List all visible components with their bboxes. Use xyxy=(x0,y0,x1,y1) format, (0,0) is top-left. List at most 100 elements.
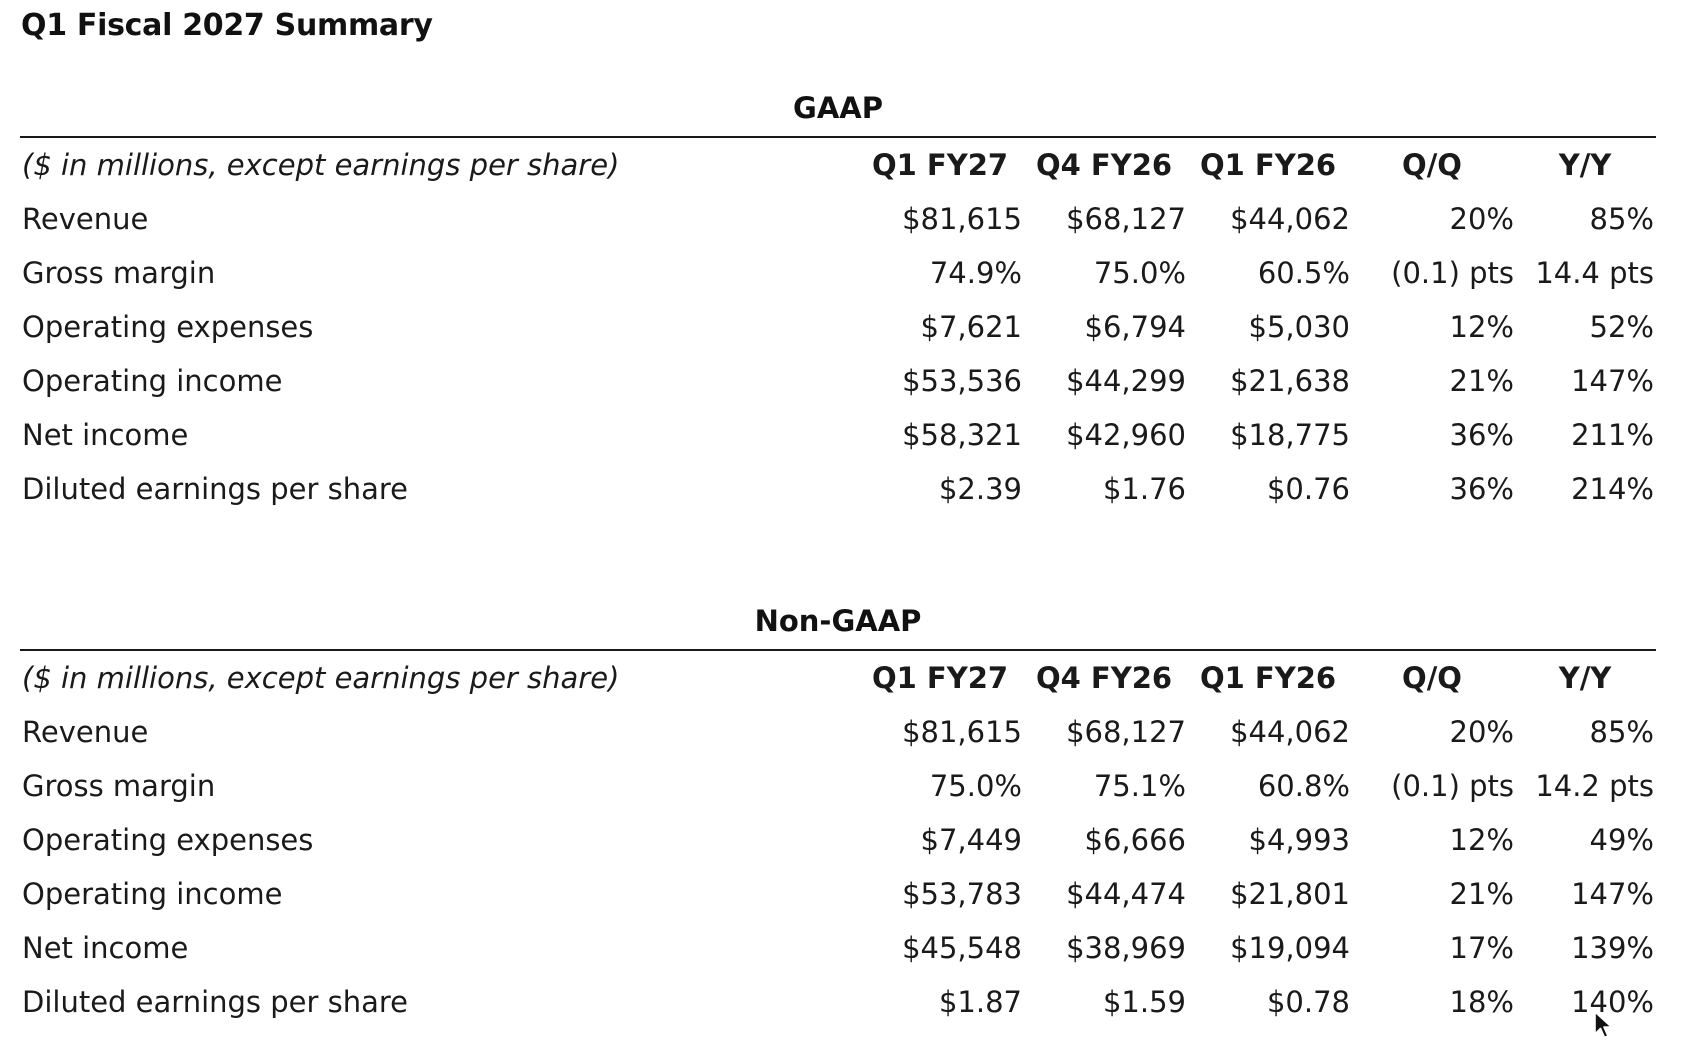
cell-q1-fy26: $0.76 xyxy=(1266,472,1350,506)
table-row: Net income $45,548 $38,969 $19,094 17% 1… xyxy=(20,921,1656,975)
cell-q4-fy26: 75.0% xyxy=(1093,256,1186,290)
column-header-q4-fy26: Q4 FY26 xyxy=(1035,148,1173,182)
cell-q1-fy26: $19,094 xyxy=(1230,931,1350,965)
cell-q4-fy26: $44,299 xyxy=(1066,364,1186,398)
table-row: Operating income $53,783 $44,474 $21,801… xyxy=(20,867,1656,921)
cell-yy: 147% xyxy=(1571,364,1654,398)
cell-q4-fy26: $1.76 xyxy=(1102,472,1186,506)
table-row: Operating income $53,536 $44,299 $21,638… xyxy=(20,354,1656,408)
column-header-q1-fy26: Q1 FY26 xyxy=(1199,148,1337,182)
row-label: Net income xyxy=(22,418,189,452)
cell-qq: 21% xyxy=(1449,364,1514,398)
cell-q4-fy26: $1.59 xyxy=(1102,985,1186,1019)
page-title: Q1 Fiscal 2027 Summary xyxy=(21,8,433,43)
cell-qq: (0.1) pts xyxy=(1391,769,1514,803)
gaap-section: GAAP ($ in millions, except earnings per… xyxy=(20,88,1656,516)
cell-q1-fy26: 60.8% xyxy=(1257,769,1350,803)
row-label: Operating income xyxy=(22,364,283,398)
table-row: Revenue $81,615 $68,127 $44,062 20% 85% xyxy=(20,705,1656,759)
table-row: Diluted earnings per share $1.87 $1.59 $… xyxy=(20,975,1656,1029)
cell-qq: (0.1) pts xyxy=(1391,256,1514,290)
row-label: Diluted earnings per share xyxy=(22,472,409,506)
cell-q1-fy26: $4,993 xyxy=(1248,823,1350,857)
cell-yy: 85% xyxy=(1589,202,1654,236)
column-header-q4-fy26: Q4 FY26 xyxy=(1035,661,1173,695)
table-header-row: ($ in millions, except earnings per shar… xyxy=(20,137,1656,192)
cell-q1-fy27: $81,615 xyxy=(902,715,1022,749)
cell-qq: 18% xyxy=(1449,985,1514,1019)
table-row: Net income $58,321 $42,960 $18,775 36% 2… xyxy=(20,408,1656,462)
gaap-section-title: GAAP xyxy=(793,91,883,125)
table-row: Operating expenses $7,621 $6,794 $5,030 … xyxy=(20,300,1656,354)
cell-q1-fy27: 75.0% xyxy=(929,769,1022,803)
units-label: ($ in millions, except earnings per shar… xyxy=(22,661,620,695)
cell-qq: 20% xyxy=(1449,715,1514,749)
column-header-yy: Y/Y xyxy=(1558,661,1612,695)
cell-q1-fy26: $44,062 xyxy=(1230,715,1350,749)
cell-q1-fy26: $44,062 xyxy=(1230,202,1350,236)
cell-yy: 147% xyxy=(1571,877,1654,911)
table-row: Gross margin 75.0% 75.1% 60.8% (0.1) pts… xyxy=(20,759,1656,813)
cell-yy: 214% xyxy=(1571,472,1654,506)
row-label: Gross margin xyxy=(22,256,216,290)
table-row: Diluted earnings per share $2.39 $1.76 $… xyxy=(20,462,1656,516)
column-header-q1-fy26: Q1 FY26 xyxy=(1199,661,1337,695)
row-label: Net income xyxy=(22,931,189,965)
table-row: Operating expenses $7,449 $6,666 $4,993 … xyxy=(20,813,1656,867)
cell-q4-fy26: $68,127 xyxy=(1066,202,1186,236)
cell-q1-fy26: $21,801 xyxy=(1230,877,1350,911)
cell-q1-fy27: $1.87 xyxy=(938,985,1022,1019)
cell-q1-fy26: $21,638 xyxy=(1230,364,1350,398)
cell-qq: 21% xyxy=(1449,877,1514,911)
column-header-qq: Q/Q xyxy=(1402,661,1462,695)
cell-q1-fy27: $45,548 xyxy=(902,931,1022,965)
cell-q4-fy26: $6,794 xyxy=(1084,310,1186,344)
cell-q4-fy26: $68,127 xyxy=(1066,715,1186,749)
cell-q1-fy26: $0.78 xyxy=(1266,985,1350,1019)
column-header-q1-fy27: Q1 FY27 xyxy=(871,661,1009,695)
row-label: Revenue xyxy=(22,202,149,236)
cell-qq: 36% xyxy=(1449,418,1514,452)
cell-yy: 52% xyxy=(1589,310,1654,344)
cell-q1-fy27: $2.39 xyxy=(938,472,1022,506)
column-header-q1-fy27: Q1 FY27 xyxy=(871,148,1009,182)
cell-q1-fy26: $18,775 xyxy=(1230,418,1350,452)
cell-q4-fy26: $44,474 xyxy=(1066,877,1186,911)
cell-yy: 14.2 pts xyxy=(1535,769,1654,803)
cell-q4-fy26: $42,960 xyxy=(1066,418,1186,452)
cell-q4-fy26: $38,969 xyxy=(1066,931,1186,965)
nongaap-section: Non-GAAP ($ in millions, except earnings… xyxy=(20,601,1656,1029)
cell-q4-fy26: $6,666 xyxy=(1084,823,1186,857)
table-header-row: ($ in millions, except earnings per shar… xyxy=(20,650,1656,705)
cell-qq: 12% xyxy=(1449,823,1514,857)
cell-yy: 211% xyxy=(1571,418,1654,452)
cell-q1-fy26: 60.5% xyxy=(1257,256,1350,290)
row-label: Operating income xyxy=(22,877,283,911)
gaap-table: ($ in millions, except earnings per shar… xyxy=(20,136,1656,516)
cell-yy: 85% xyxy=(1589,715,1654,749)
cell-yy: 139% xyxy=(1571,931,1654,965)
row-label: Gross margin xyxy=(22,769,216,803)
cell-qq: 17% xyxy=(1449,931,1514,965)
cell-q1-fy27: $7,621 xyxy=(920,310,1022,344)
row-label: Operating expenses xyxy=(22,823,314,857)
column-header-yy: Y/Y xyxy=(1558,148,1612,182)
cell-yy: 49% xyxy=(1589,823,1654,857)
mouse-pointer-icon xyxy=(1594,1011,1613,1039)
row-label: Revenue xyxy=(22,715,149,749)
cell-qq: 20% xyxy=(1449,202,1514,236)
cell-q1-fy26: $5,030 xyxy=(1248,310,1350,344)
nongaap-table: ($ in millions, except earnings per shar… xyxy=(20,649,1656,1029)
cell-q1-fy27: 74.9% xyxy=(929,256,1022,290)
cell-qq: 12% xyxy=(1449,310,1514,344)
cell-q1-fy27: $81,615 xyxy=(902,202,1022,236)
table-row: Revenue $81,615 $68,127 $44,062 20% 85% xyxy=(20,192,1656,246)
cell-q1-fy27: $53,536 xyxy=(902,364,1022,398)
cell-yy: 14.4 pts xyxy=(1535,256,1654,290)
cell-yy: 140% xyxy=(1571,985,1654,1019)
cell-q1-fy27: $7,449 xyxy=(920,823,1022,857)
table-row: Gross margin 74.9% 75.0% 60.5% (0.1) pts… xyxy=(20,246,1656,300)
cell-q4-fy26: 75.1% xyxy=(1093,769,1186,803)
cell-q1-fy27: $58,321 xyxy=(902,418,1022,452)
